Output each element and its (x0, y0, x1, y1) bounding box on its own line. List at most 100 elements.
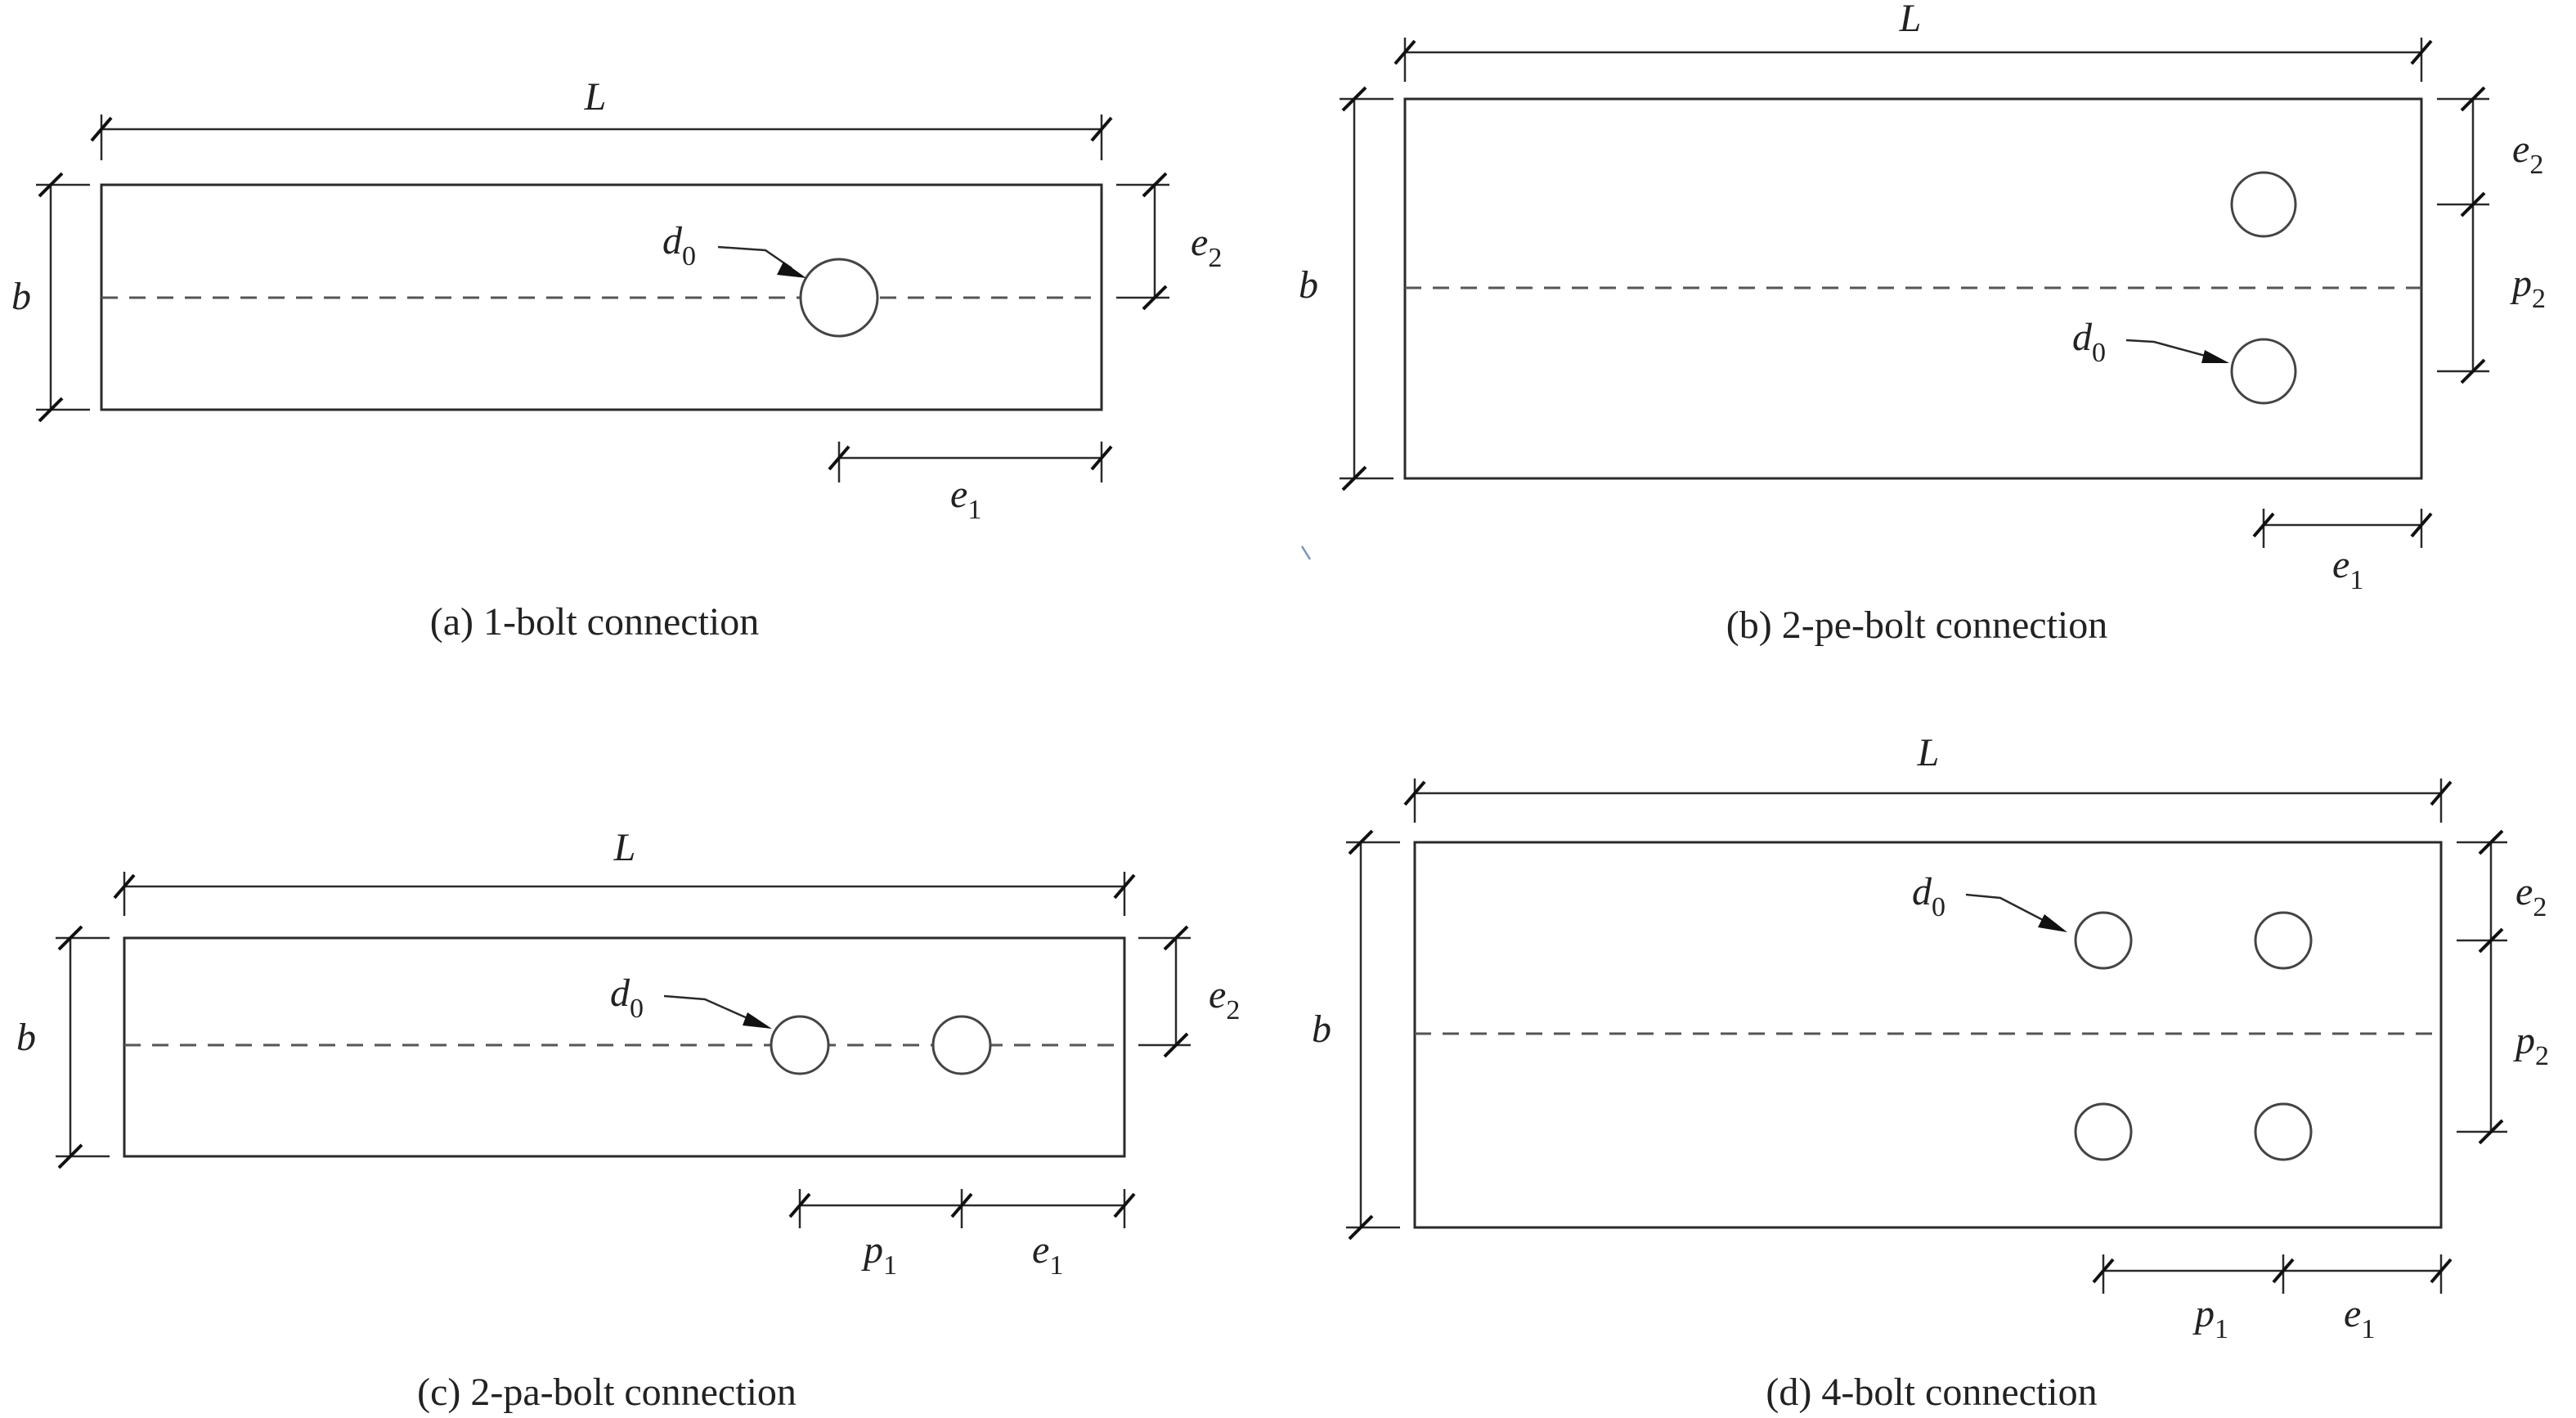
label-e: e (2332, 543, 2349, 586)
label-subscript: 2 (2535, 1041, 2549, 1071)
label-subscript: 2 (1226, 995, 1240, 1025)
bolt-hole (2074, 911, 2133, 970)
bolt-hole (2074, 1102, 2133, 1161)
label-e: e (950, 473, 967, 516)
leader-arrow (2038, 914, 2067, 932)
bolt-hole (2254, 1102, 2313, 1161)
label-p2: p2 (2510, 262, 2546, 314)
label-l: L (613, 826, 636, 869)
label-subscript: 1 (883, 1250, 897, 1281)
dim-tick (1113, 873, 1136, 900)
label-e: e (2515, 870, 2533, 913)
label-b: b (1312, 1007, 1331, 1051)
plate (123, 936, 1126, 1158)
label-e1: e1 (2344, 1292, 2375, 1344)
label-p1: p1 (2192, 1292, 2228, 1344)
label-subscript: 2 (2532, 284, 2546, 314)
dim-tick (1403, 780, 1426, 806)
label-e: e (2344, 1292, 2361, 1335)
dim-tick (2410, 512, 2433, 538)
dim-tick (2410, 39, 2433, 65)
dim-tick (1348, 1214, 1374, 1241)
dim-tick (1163, 1032, 1189, 1058)
label-subscript: 0 (1932, 892, 1945, 922)
caption: (a) 1-bolt connection (430, 600, 760, 644)
caption: (c) 2-pa-bolt connection (417, 1371, 797, 1414)
dim-tick (38, 397, 64, 423)
dim-tick (57, 925, 83, 951)
bolt-hole (931, 1015, 992, 1075)
dim-tick (2460, 358, 2486, 384)
dim-tick (2252, 512, 2275, 538)
bolt-hole (2230, 338, 2297, 405)
label-d0: d0 (1912, 870, 1945, 922)
label-subscript: 1 (2361, 1314, 2375, 1344)
label-d0: d0 (662, 219, 696, 271)
label-e2: e2 (2515, 870, 2547, 922)
label-b: b (16, 1016, 36, 1059)
label-b: b (1299, 263, 1318, 307)
stray-mark (1300, 545, 1312, 560)
label-d: d (662, 219, 683, 263)
label-e1: e1 (1032, 1228, 1063, 1281)
label-subscript: 2 (2533, 892, 2547, 922)
label-l: L (1917, 731, 1940, 774)
label-p2: p2 (2513, 1019, 2549, 1071)
label-l: L (584, 75, 607, 119)
dim-tick (788, 1192, 811, 1218)
label-subscript: 1 (967, 495, 981, 525)
dim-tick (1341, 86, 1367, 112)
panel-c: L b e2 p1 e1 d0 (c) 2-pa-bolt connection (16, 826, 1240, 1414)
label-subscript: 0 (2092, 338, 2106, 368)
leader-arrow (777, 262, 806, 278)
label-d0: d0 (610, 972, 644, 1024)
label-subscript: 2 (1208, 243, 1222, 273)
leader-line (717, 245, 792, 270)
dim-tick (2478, 1119, 2504, 1145)
caption: (b) 2-pe-bolt connection (1726, 604, 2108, 647)
dim-tick (1090, 445, 1113, 471)
dim-tick (90, 116, 113, 142)
dim-tick (828, 445, 850, 471)
dim-tick (950, 1192, 973, 1218)
caption: (d) 4-bolt connection (1766, 1371, 2097, 1414)
dim-tick (2478, 927, 2504, 954)
dim-tick (1393, 39, 1416, 65)
dim-tick (2460, 191, 2486, 218)
dim-tick (38, 172, 64, 198)
label-e: e (1032, 1228, 1049, 1272)
dim-tick (1348, 829, 1374, 855)
dim-tick (2430, 1258, 2453, 1284)
label-e: e (1191, 221, 1208, 264)
label-e: e (2512, 128, 2529, 171)
dim-tick (2092, 1258, 2115, 1284)
label-p: p (2513, 1019, 2535, 1062)
dim-tick (1090, 116, 1113, 142)
label-subscript: 0 (630, 994, 644, 1024)
panel-d: L b e2 p2 p1 e1 d0 (d) 4-bolt connection (1312, 731, 2549, 1414)
label-b: b (11, 275, 31, 318)
leader-line (663, 994, 750, 1021)
dim-tick (1163, 925, 1189, 951)
label-e1: e1 (2332, 543, 2363, 595)
label-d0: d0 (2072, 316, 2106, 368)
label-d: d (610, 972, 631, 1015)
label-l: L (1899, 0, 1922, 40)
label-d: d (1912, 870, 1932, 913)
dim-tick (1113, 1192, 1136, 1218)
label-p: p (2192, 1292, 2215, 1335)
dim-tick (1142, 172, 1168, 198)
leader-line (1965, 893, 2045, 922)
dim-tick (113, 873, 136, 900)
dim-tick (1341, 465, 1367, 491)
bolt-hole (770, 1015, 830, 1075)
label-e2: e2 (1191, 221, 1222, 273)
label-subscript: 2 (2529, 150, 2543, 180)
label-d: d (2072, 316, 2093, 359)
dim-tick (2272, 1258, 2295, 1284)
label-e2: e2 (1209, 973, 1240, 1025)
dim-tick (57, 1143, 83, 1169)
label-p: p (2510, 262, 2532, 305)
bolt-hole (799, 258, 879, 338)
label-e2: e2 (2512, 128, 2543, 180)
